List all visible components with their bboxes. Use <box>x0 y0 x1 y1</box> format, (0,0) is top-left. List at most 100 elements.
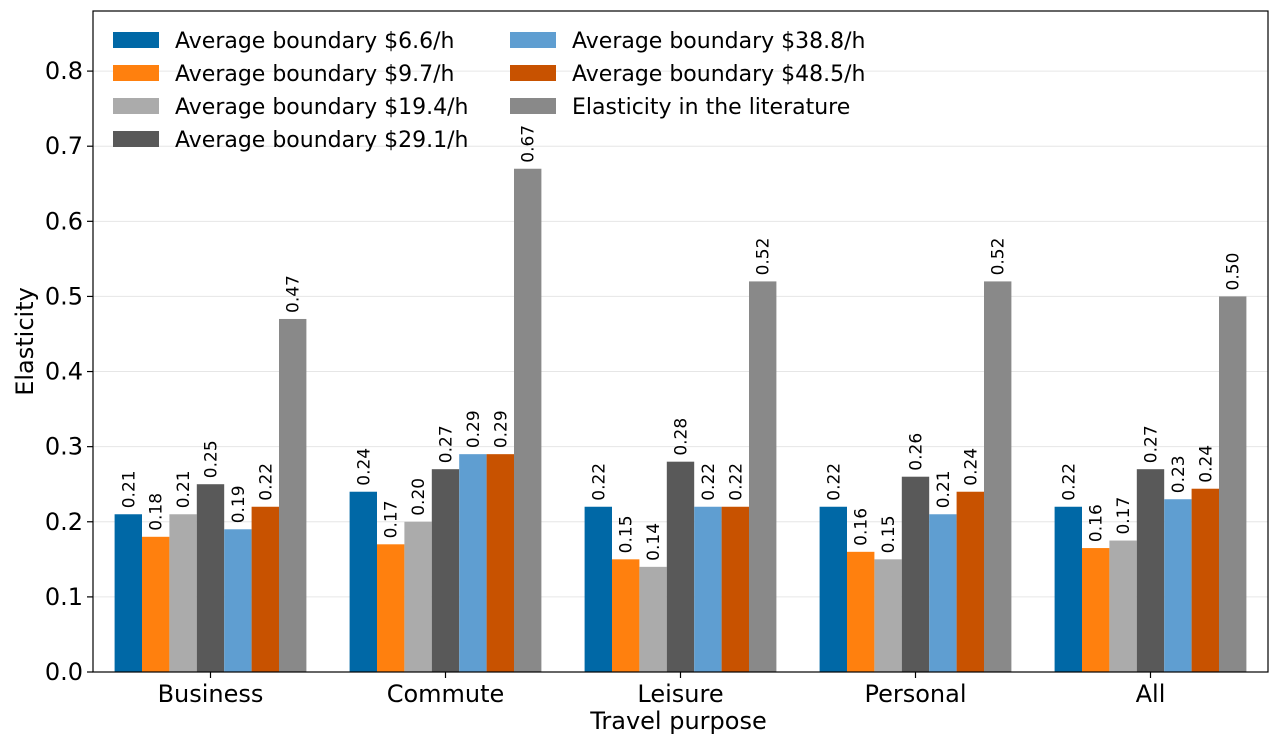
y-tick-label: 0.0 <box>45 658 83 686</box>
data-label: 0.67 <box>519 125 539 163</box>
bar-commute-series-1 <box>349 491 377 672</box>
data-label: 0.29 <box>491 410 511 448</box>
legend-label: Average boundary $29.1/h <box>175 128 469 153</box>
bar-commute-series-6 <box>486 454 514 672</box>
y-tick-label: 0.5 <box>45 282 83 310</box>
x-tick-label: Commute <box>387 680 505 708</box>
bar-all-series-4 <box>1136 469 1165 672</box>
legend: Average boundary $6.6/h Average boundary … <box>113 29 866 153</box>
data-label: 0.21 <box>934 470 954 508</box>
data-label: 0.26 <box>907 433 927 471</box>
bar-all-series-3 <box>1109 540 1137 672</box>
bar-business-series-4 <box>196 484 225 672</box>
data-label: 0.22 <box>824 463 844 501</box>
bar-commute-series-2 <box>377 544 405 672</box>
data-label: 0.47 <box>284 275 304 313</box>
legend-label: Average boundary $38.8/h <box>572 29 866 54</box>
bar-business-series-7 <box>279 318 307 672</box>
bar-leisure-series-3 <box>639 566 667 672</box>
x-axis-label: Travel purpose <box>589 707 766 735</box>
bar-business-series-5 <box>224 529 252 672</box>
bar-leisure-series-6 <box>721 506 749 672</box>
bar-leisure-series-4 <box>666 461 695 672</box>
bar-business-series-6 <box>251 506 279 672</box>
legend-swatch <box>510 32 556 48</box>
data-label: 0.16 <box>1087 504 1107 542</box>
data-label: 0.18 <box>147 493 167 531</box>
data-label: 0.22 <box>256 463 276 501</box>
data-label: 0.29 <box>464 410 484 448</box>
data-label: 0.15 <box>617 515 637 553</box>
x-tick-label: Business <box>158 680 264 708</box>
data-label: 0.22 <box>1059 463 1079 501</box>
y-axis-label: Elasticity <box>11 287 39 396</box>
bar-all-series-2 <box>1082 548 1110 672</box>
bar-commute-series-3 <box>404 521 432 672</box>
data-label: 0.20 <box>409 478 429 516</box>
legend-swatch <box>510 65 556 81</box>
bar-personal-series-6 <box>956 491 984 672</box>
bar-personal-series-1 <box>819 506 847 672</box>
data-label: 0.16 <box>852 508 872 546</box>
data-label: 0.52 <box>989 238 1009 276</box>
y-tick-label: 0.4 <box>45 358 83 386</box>
legend-label: Average boundary $9.7/h <box>175 62 455 87</box>
data-label: 0.22 <box>589 463 609 501</box>
data-label: 0.17 <box>1114 497 1134 535</box>
data-labels: 0.21 0.18 0.21 0.25 0.19 0.22 0.47 0.24 0.17 0.20… <box>119 125 1243 561</box>
legend-swatch <box>113 32 159 48</box>
bars <box>114 168 1247 672</box>
bar-all-series-5 <box>1164 499 1192 672</box>
data-label: 0.28 <box>672 418 692 456</box>
bar-business-series-2 <box>142 536 170 672</box>
x-tick-label: All <box>1136 680 1166 708</box>
x-tick-label: Leisure <box>637 680 723 708</box>
bar-personal-series-4 <box>901 476 930 672</box>
y-tick-label: 0.7 <box>45 132 83 160</box>
bar-all-series-6 <box>1191 488 1219 672</box>
bar-commute-series-7 <box>514 168 542 672</box>
data-label: 0.22 <box>699 463 719 501</box>
data-label: 0.24 <box>961 448 981 486</box>
x-axis: Business Commute Leisure Personal All <box>158 672 1166 708</box>
y-axis: 0.0 0.1 0.2 0.3 0.4 0.5 0.6 0.7 0.8 <box>45 57 93 686</box>
data-label: 0.23 <box>1169 455 1189 493</box>
legend-swatch <box>510 98 556 114</box>
bar-business-series-3 <box>169 514 197 672</box>
legend-swatch <box>113 65 159 81</box>
bar-personal-series-7 <box>984 281 1012 672</box>
data-label: 0.15 <box>879 515 899 553</box>
data-label: 0.27 <box>1142 425 1162 463</box>
bar-personal-series-3 <box>874 559 902 672</box>
y-tick-label: 0.8 <box>45 57 83 85</box>
legend-label: Average boundary $48.5/h <box>572 62 866 87</box>
bar-leisure-series-5 <box>694 506 722 672</box>
data-label: 0.21 <box>174 470 194 508</box>
legend-label: Average boundary $19.4/h <box>175 95 469 120</box>
y-tick-label: 0.6 <box>45 207 83 235</box>
bar-leisure-series-7 <box>749 281 777 672</box>
data-label: 0.25 <box>202 440 222 478</box>
y-tick-label: 0.1 <box>45 583 83 611</box>
data-label: 0.22 <box>726 463 746 501</box>
bar-all-series-1 <box>1054 506 1082 672</box>
bar-commute-series-4 <box>431 469 460 672</box>
x-tick-label: Personal <box>864 680 966 708</box>
bar-all-series-7 <box>1219 296 1247 672</box>
data-label: 0.19 <box>229 485 249 523</box>
bar-business-series-1 <box>114 514 142 672</box>
y-tick-label: 0.3 <box>45 433 83 461</box>
bar-leisure-series-2 <box>612 559 640 672</box>
data-label: 0.50 <box>1224 253 1244 291</box>
data-label: 0.21 <box>119 470 139 508</box>
legend-swatch <box>113 98 159 114</box>
bar-commute-series-5 <box>459 454 487 672</box>
legend-swatch <box>113 131 159 147</box>
data-label: 0.52 <box>754 238 774 276</box>
data-label: 0.17 <box>382 500 402 538</box>
data-label: 0.27 <box>437 425 457 463</box>
data-label: 0.14 <box>644 523 664 561</box>
bar-personal-series-2 <box>847 551 875 672</box>
